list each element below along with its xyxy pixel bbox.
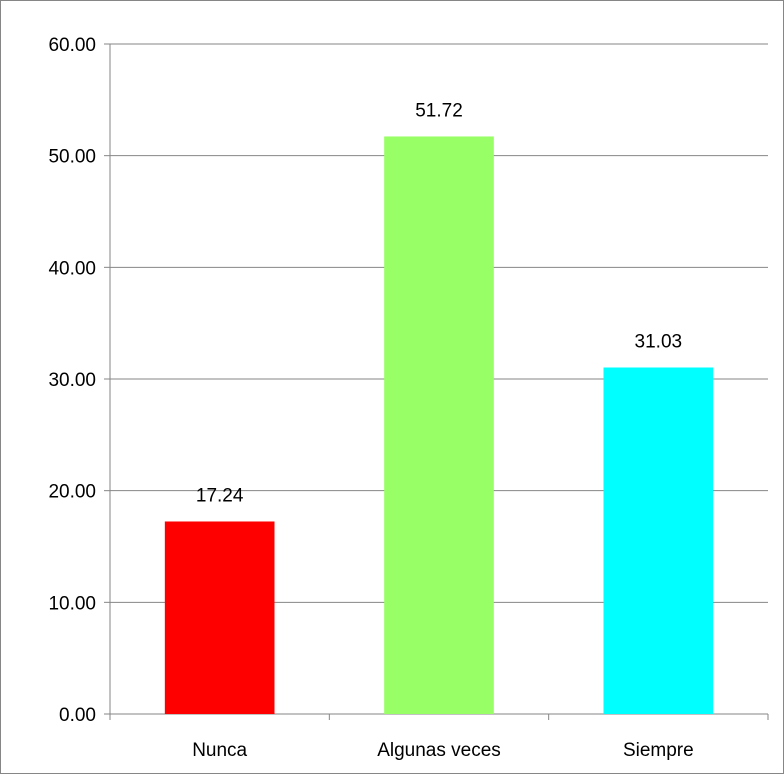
y-tick-label: 0.00 — [59, 705, 96, 726]
data-label: 17.24 — [196, 485, 244, 506]
data-label: 51.72 — [415, 100, 463, 121]
y-tick-label: 30.00 — [48, 370, 96, 391]
y-tick-label: 20.00 — [48, 482, 96, 503]
bars — [164, 136, 714, 714]
labels: 0.00 10.00 20.00 30.00 40.00 50.00 60.00 17.24 N… — [48, 35, 693, 761]
data-label: 31.03 — [635, 331, 683, 352]
x-category-label: Algunas veces — [377, 740, 501, 761]
y-tick-label: 10.00 — [48, 593, 96, 614]
x-category-label: Siempre — [623, 740, 694, 761]
y-tick-label: 40.00 — [48, 258, 96, 279]
bar-siempre — [603, 367, 714, 714]
x-category-label: Nunca — [192, 740, 247, 761]
y-tick-label: 50.00 — [48, 147, 96, 168]
bar-nunca — [164, 521, 275, 714]
y-tick-label: 60.00 — [48, 35, 96, 56]
bar-algunas-veces — [384, 136, 494, 714]
